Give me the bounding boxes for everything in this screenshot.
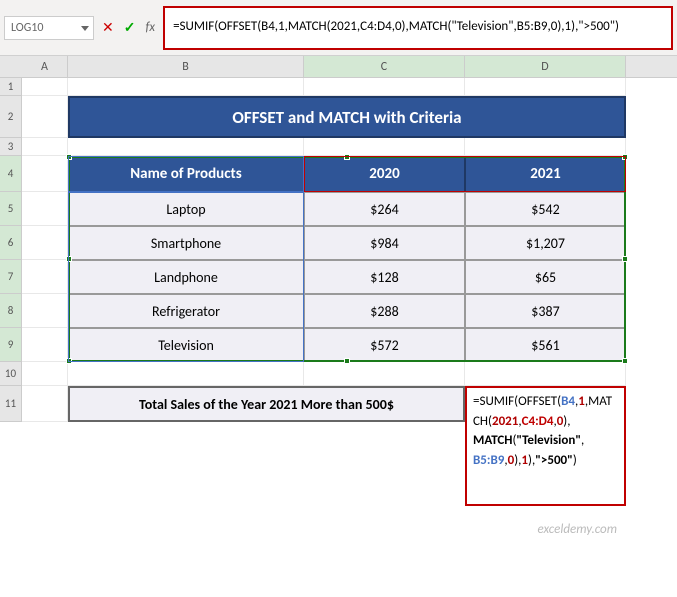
cell-a2[interactable] <box>22 96 68 138</box>
cell-a10[interactable] <box>22 362 68 386</box>
col-header-d[interactable]: D <box>465 56 626 77</box>
row-header-8[interactable]: 8 <box>0 294 22 328</box>
cell-a4[interactable] <box>22 156 68 192</box>
th-product: Name of Products <box>68 156 304 192</box>
watermark: exceldemy.com <box>538 522 617 537</box>
cell-a6[interactable] <box>22 226 68 260</box>
cancel-icon[interactable]: ✕ <box>102 19 114 36</box>
product-2021-0: $542 <box>465 192 626 226</box>
th-2021: 2021 <box>465 156 626 192</box>
product-2020-3: $288 <box>304 294 465 328</box>
product-name-2: Landphone <box>68 260 304 294</box>
formula-bar: LOG10 ✕ ✓ fx =SUMIF(OFFSET(B4,1,MATCH(20… <box>0 0 677 56</box>
total-sales-label: Total Sales of the Year 2021 More than 5… <box>68 386 465 422</box>
row-header-9[interactable]: 9 <box>0 328 22 362</box>
row-header-7[interactable]: 7 <box>0 260 22 294</box>
row-header-6[interactable]: 6 <box>0 226 22 260</box>
product-2020-1: $984 <box>304 226 465 260</box>
cell-a3[interactable] <box>22 138 68 156</box>
column-headers: A B C D <box>0 56 677 78</box>
cell-a8[interactable] <box>22 294 68 328</box>
row-header-1[interactable]: 1 <box>0 78 22 96</box>
content-area[interactable]: OFFSET and MATCH with Criteria Name of Pr… <box>22 78 677 422</box>
cell-b3[interactable] <box>68 138 304 156</box>
fx-icon[interactable]: fx <box>145 20 155 35</box>
product-name-0: Laptop <box>68 192 304 226</box>
formula-cell-d11[interactable]: =SUMIF(OFFSET(B4,1,MATCH(2021,C4:D4,0), … <box>465 386 626 506</box>
row-header-4[interactable]: 4 <box>0 156 22 192</box>
product-name-1: Smartphone <box>68 226 304 260</box>
cell-d3[interactable] <box>465 138 626 156</box>
spreadsheet-grid: A B C D 1234567891011 OFFSET and MATCH w… <box>0 56 677 422</box>
cell-c1[interactable] <box>304 78 465 96</box>
formula-bar-buttons: ✕ ✓ fx <box>102 19 155 36</box>
product-2021-1: $1,207 <box>465 226 626 260</box>
row-header-3[interactable]: 3 <box>0 138 22 156</box>
confirm-icon[interactable]: ✓ <box>124 19 136 36</box>
product-name-3: Refrigerator <box>68 294 304 328</box>
cell-a9[interactable] <box>22 328 68 362</box>
cell-a11[interactable] <box>22 386 68 422</box>
cell-d1[interactable] <box>465 78 626 96</box>
th-2020: 2020 <box>304 156 465 192</box>
cell-b1[interactable] <box>68 78 304 96</box>
row-headers: 1234567891011 <box>0 78 22 422</box>
name-box[interactable]: LOG10 <box>4 16 94 40</box>
title-banner: OFFSET and MATCH with Criteria <box>68 96 626 138</box>
cell-a5[interactable] <box>22 192 68 226</box>
col-header-c[interactable]: C <box>304 56 465 77</box>
cell-c10[interactable] <box>304 362 465 386</box>
row-header-11[interactable]: 11 <box>0 386 22 422</box>
product-name-4: Television <box>68 328 304 362</box>
col-header-b[interactable]: B <box>68 56 304 77</box>
product-2020-0: $264 <box>304 192 465 226</box>
row-header-2[interactable]: 2 <box>0 96 22 138</box>
row-header-10[interactable]: 10 <box>0 362 22 386</box>
sheet-body: 1234567891011 OFFSET and MATCH with Crit… <box>0 78 677 422</box>
col-header-a[interactable]: A <box>22 56 68 77</box>
product-2021-2: $65 <box>465 260 626 294</box>
product-2021-4: $561 <box>465 328 626 362</box>
product-2020-2: $128 <box>304 260 465 294</box>
formula-input[interactable]: =SUMIF(OFFSET(B4,1,MATCH(2021,C4:D4,0),M… <box>163 6 673 50</box>
product-2020-4: $572 <box>304 328 465 362</box>
cell-c3[interactable] <box>304 138 465 156</box>
cell-d10[interactable] <box>465 362 626 386</box>
cell-b10[interactable] <box>68 362 304 386</box>
cell-a1[interactable] <box>22 78 68 96</box>
product-2021-3: $387 <box>465 294 626 328</box>
row-header-5[interactable]: 5 <box>0 192 22 226</box>
cell-a7[interactable] <box>22 260 68 294</box>
